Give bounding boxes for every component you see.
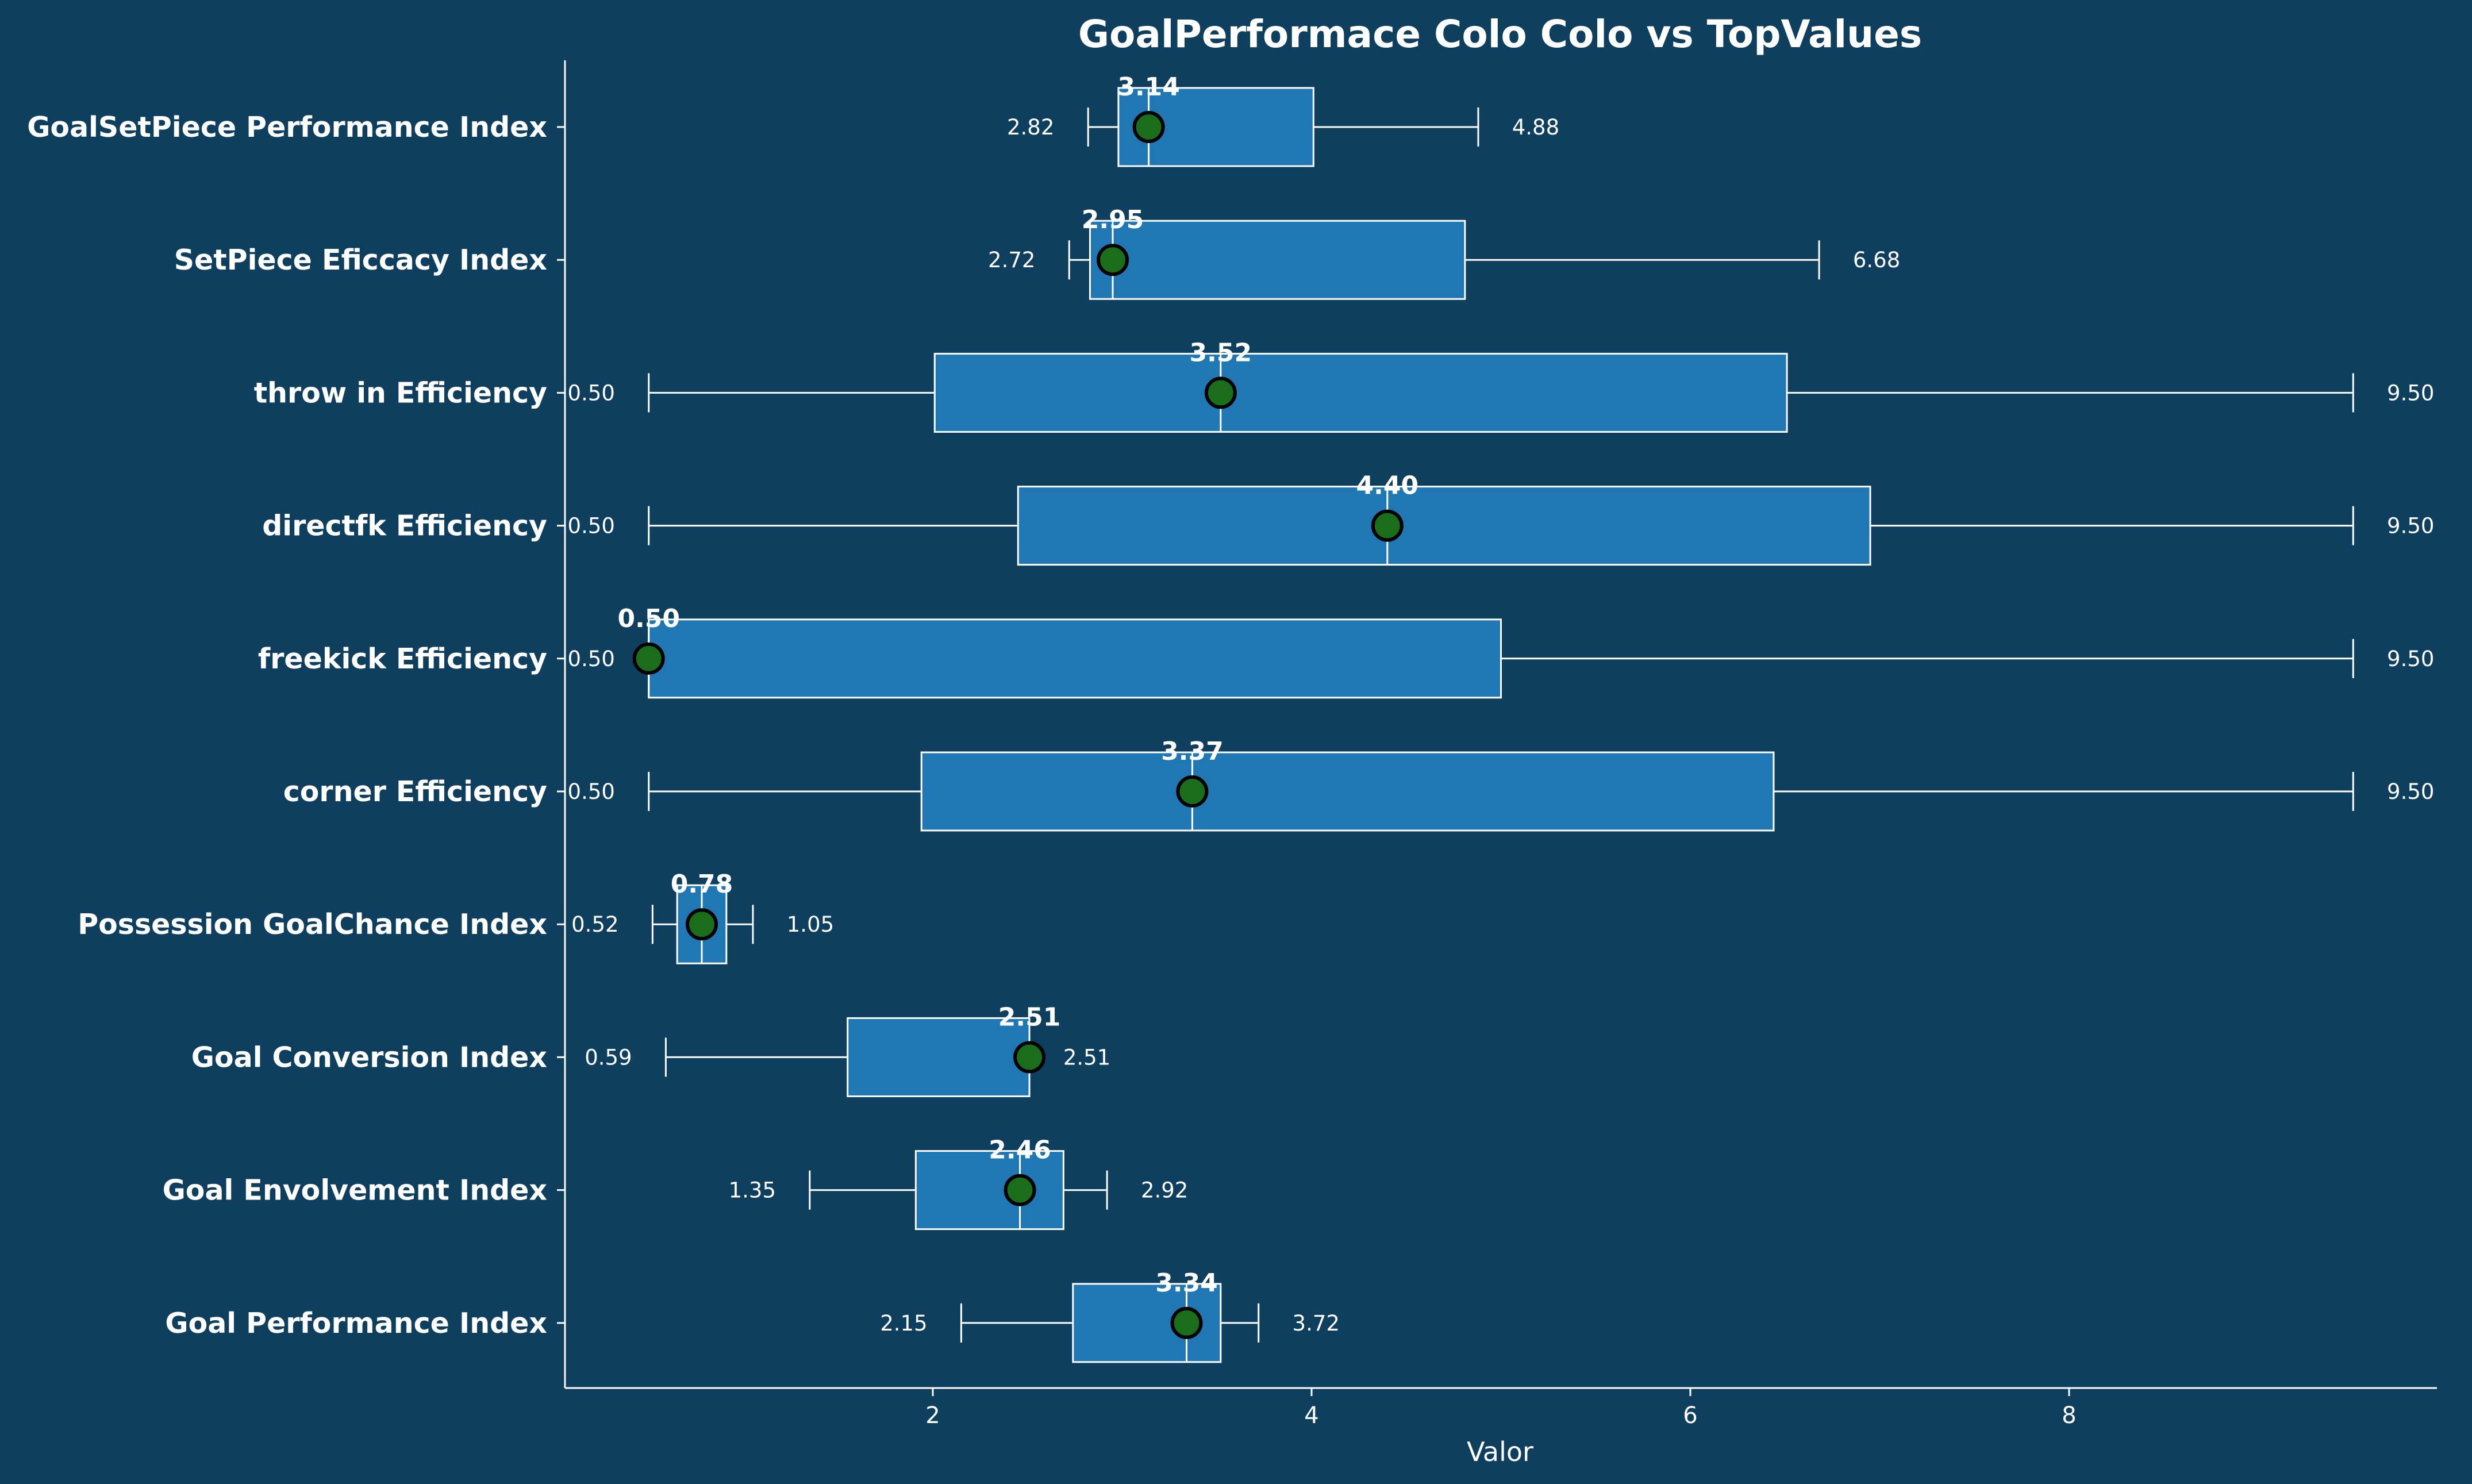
iqr-box: [847, 1017, 1031, 1097]
team-value-label: 0.78: [671, 870, 733, 899]
team-value-label: 3.34: [1155, 1268, 1218, 1298]
team-value-label: 2.46: [989, 1136, 1051, 1165]
iqr-box: [933, 352, 1788, 433]
x-axis-ticks: 2 4 6 8: [925, 1388, 2077, 1429]
max-value-label: 2.51: [1063, 1045, 1110, 1070]
plot-area: 2.15 3.72 3.34 1.35 2.92 2.46 0.59 2.512.51 0.52…: [568, 72, 2434, 1363]
category-label: directfk Efficiency: [262, 510, 547, 543]
team-value-label: 0.50: [617, 604, 680, 633]
min-value-label: 2.72: [988, 248, 1035, 272]
box-group: 0.50 9.50 4.40: [568, 471, 2434, 566]
category-label: GoalSetPiece Performance Index: [27, 111, 547, 144]
y-axis-ticks: Goal Performance Index Goal Envolvement I…: [27, 111, 565, 1340]
max-value-label: 6.68: [1853, 248, 1900, 272]
max-value-label: 3.72: [1293, 1311, 1340, 1336]
min-value-label: 0.50: [568, 647, 615, 671]
iqr-box: [1017, 486, 1871, 566]
team-value-marker: [686, 908, 718, 941]
team-value-marker: [632, 642, 665, 675]
x-tick-label: 4: [1304, 1402, 1318, 1429]
category-label: Goal Envolvement Index: [163, 1174, 547, 1207]
box-group: 2.15 3.72 3.34: [880, 1268, 1340, 1363]
box-group: 1.35 2.92 2.46: [729, 1136, 1188, 1231]
min-value-label: 0.50: [568, 380, 615, 405]
team-value-label: 2.95: [1082, 205, 1144, 234]
category-label: freekick Efficiency: [258, 643, 547, 675]
x-tick-label: 8: [2062, 1402, 2076, 1429]
max-value-label: 9.50: [2387, 380, 2434, 405]
team-value-label: 3.52: [1190, 338, 1252, 367]
iqr-box: [920, 751, 1775, 832]
min-value-label: 2.15: [880, 1311, 927, 1336]
max-value-label: 9.50: [2387, 647, 2434, 671]
team-value-marker: [1204, 376, 1237, 409]
min-value-label: 0.52: [571, 912, 618, 937]
min-value-label: 2.82: [1007, 115, 1054, 140]
category-label: Possession GoalChance Index: [78, 908, 547, 941]
team-value-marker: [1097, 244, 1129, 276]
box-group: 0.50 9.50 3.52: [568, 338, 2434, 433]
max-value-label: 9.50: [2387, 514, 2434, 539]
max-value-label: 2.92: [1141, 1178, 1188, 1203]
box-group: 2.82 4.88 3.14: [1007, 72, 1559, 167]
x-tick-label: 2: [925, 1402, 940, 1429]
x-tick-label: 6: [1683, 1402, 1697, 1429]
category-label: SetPiece Eficcacy Index: [174, 244, 547, 276]
team-value-marker: [1170, 1306, 1203, 1339]
max-value-label: 1.05: [787, 912, 834, 937]
team-value-marker: [1371, 509, 1404, 542]
max-value-label: 4.88: [1512, 115, 1559, 140]
iqr-box: [648, 618, 1502, 699]
iqr-box: [914, 1150, 1064, 1231]
min-value-label: 1.35: [729, 1178, 776, 1203]
category-label: corner Efficiency: [283, 775, 547, 808]
team-value-marker: [1176, 775, 1209, 808]
min-value-label: 0.50: [568, 779, 615, 804]
team-value-marker: [1013, 1041, 1046, 1074]
category-label: Goal Performance Index: [165, 1307, 547, 1340]
chart-title: GoalPerformace Colo Colo vs TopValues: [1078, 12, 1922, 56]
box-group: 0.50 9.50 0.50: [568, 604, 2434, 699]
min-value-label: 0.50: [568, 514, 615, 539]
box-group: 0.59 2.512.51: [585, 1002, 1110, 1097]
iqr-box: [1089, 220, 1466, 300]
box-group: 0.50 9.50 3.37: [568, 737, 2434, 832]
x-axis-label: Valor: [1467, 1436, 1533, 1467]
box-group: 0.52 1.05 0.78: [571, 870, 834, 964]
team-value-label: 2.51: [998, 1002, 1061, 1032]
team-value-marker: [1132, 111, 1165, 143]
team-value-marker: [1004, 1174, 1036, 1206]
category-label: Goal Conversion Index: [191, 1041, 547, 1074]
category-label: throw in Efficiency: [254, 376, 547, 409]
box-group: 2.72 6.68 2.95: [988, 205, 1900, 300]
max-value-label: 9.50: [2387, 779, 2434, 804]
team-value-label: 3.14: [1117, 72, 1180, 102]
team-value-label: 4.40: [1356, 471, 1419, 501]
min-value-label: 0.59: [585, 1045, 632, 1070]
team-value-label: 3.37: [1161, 737, 1224, 766]
